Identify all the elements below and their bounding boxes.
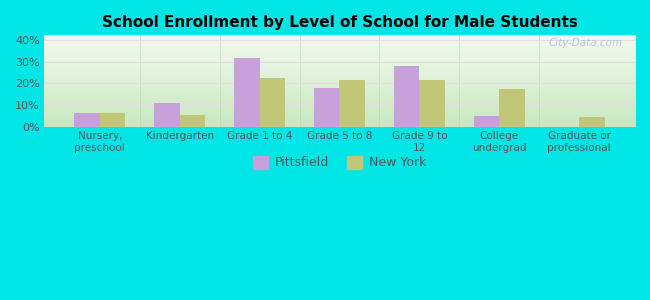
- Bar: [394, 66, 419, 127]
- Bar: [474, 116, 499, 127]
- Bar: [314, 88, 339, 127]
- Bar: [499, 89, 525, 127]
- Text: City-Data.com: City-Data.com: [549, 38, 623, 48]
- Bar: [74, 113, 100, 127]
- Bar: [100, 113, 125, 127]
- Bar: [339, 80, 365, 127]
- Bar: [259, 78, 285, 127]
- Title: School Enrollment by Level of School for Male Students: School Enrollment by Level of School for…: [101, 15, 577, 30]
- Bar: [234, 58, 259, 127]
- Bar: [579, 117, 604, 127]
- Bar: [154, 103, 179, 127]
- Bar: [419, 80, 445, 127]
- Bar: [179, 115, 205, 127]
- Legend: Pittsfield, New York: Pittsfield, New York: [248, 151, 431, 174]
